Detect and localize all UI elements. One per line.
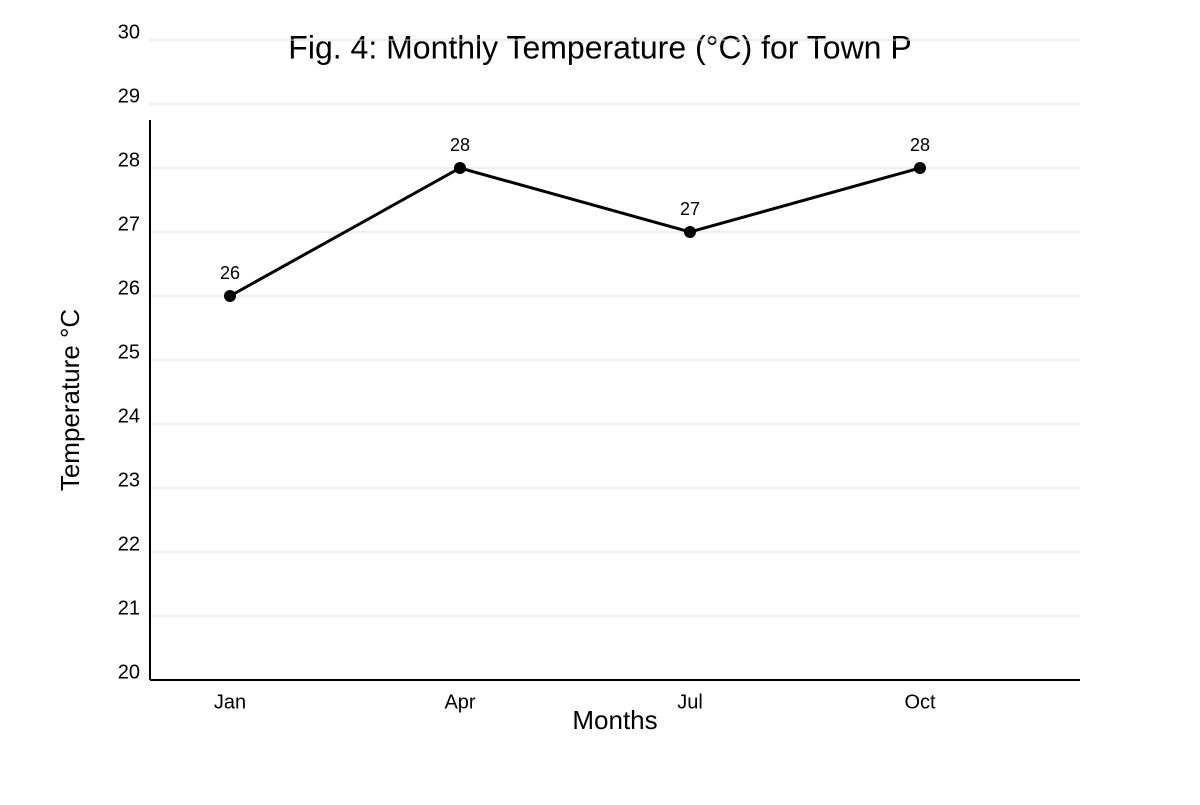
data-label: 28 (910, 135, 930, 155)
point (224, 290, 236, 302)
y-tick-label: 29 (118, 85, 140, 107)
point (914, 162, 926, 174)
point (684, 226, 696, 238)
chart-title: Fig. 4: Monthly Temperature (°C) for Tow… (288, 29, 911, 65)
x-tick-label: Jul (677, 691, 703, 713)
line (229, 166, 921, 298)
y-tick-label: 21 (118, 597, 140, 619)
data-label: 26 (220, 263, 240, 283)
y-tick-label: 27 (118, 213, 140, 235)
y-axis-label: Temperature °C (55, 309, 85, 491)
x-tick-label: Oct (904, 691, 936, 713)
y-tick-label: 22 (118, 533, 140, 555)
data-label: 28 (450, 135, 470, 155)
y-tick-label: 20 (118, 661, 140, 683)
y-tick-label: 24 (118, 405, 140, 427)
y-tick-label: 30 (118, 21, 140, 43)
x-tick-label: Jan (214, 691, 246, 713)
y-tick-label: 25 (118, 341, 140, 363)
y-tick-label: 26 (118, 277, 140, 299)
y-tick-label: 28 (118, 149, 140, 171)
point (454, 162, 466, 174)
x-axis-label: Months (572, 705, 657, 735)
x-tick-label: Apr (444, 691, 475, 713)
y-tick-label: 23 (118, 469, 140, 491)
data-label: 27 (680, 199, 700, 219)
